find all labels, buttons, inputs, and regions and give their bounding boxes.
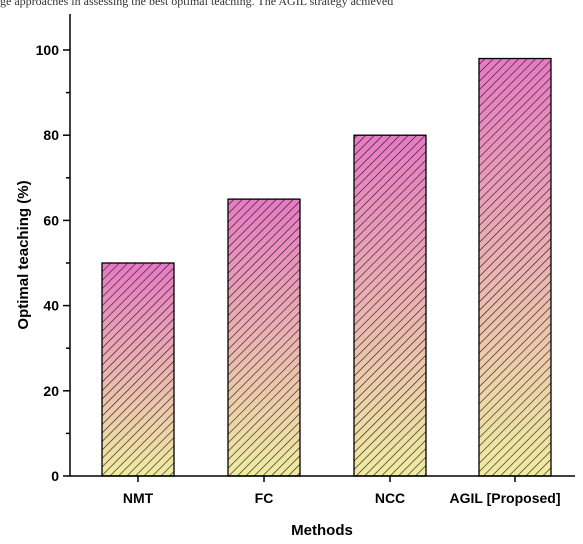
bar-ncc — [353, 134, 427, 477]
bar-hatch — [101, 262, 175, 477]
bars-group — [101, 57, 552, 477]
y-tick-label: 40 — [43, 298, 59, 314]
x-tick-label: AGIL [Proposed] — [450, 490, 561, 506]
x-ticks-group: NMT FC NCC AGIL [Proposed] — [123, 476, 561, 506]
y-tick-label: 80 — [43, 127, 59, 143]
x-tick-label: NMT — [123, 490, 154, 506]
bar-hatch — [353, 134, 427, 477]
bar-hatch — [227, 198, 301, 477]
y-axis-label: Optimal teaching (%) — [15, 180, 32, 329]
y-tick-label: 60 — [43, 212, 59, 228]
x-tick-label: FC — [255, 490, 274, 506]
axes-group — [69, 14, 575, 477]
y-tick-label: 100 — [36, 42, 60, 58]
bar-agil-proposed — [478, 57, 552, 477]
x-axis-label: Methods — [291, 522, 353, 539]
y-ticks-group: 0 20 40 60 80 100 — [36, 42, 70, 484]
y-tick-label: 20 — [43, 383, 59, 399]
bar-nmt — [101, 262, 175, 477]
x-tick-label: NCC — [375, 490, 405, 506]
bar-hatch — [478, 57, 552, 477]
bar-fc — [227, 198, 301, 477]
y-tick-label: 0 — [51, 468, 59, 484]
cropped-caption-text: ge approaches in assessing the best opti… — [0, 0, 394, 8]
